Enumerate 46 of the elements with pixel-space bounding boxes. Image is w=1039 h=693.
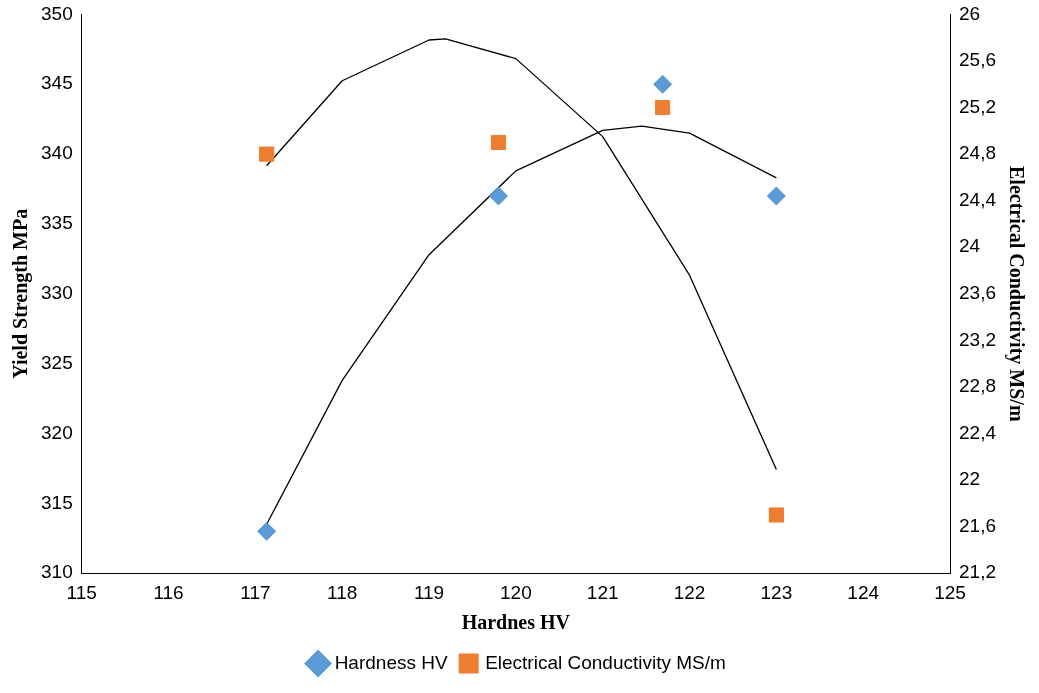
y2-tick-label: 26 [959,2,981,24]
y2-axis-title: Electrical Conductivity MS/m [1004,166,1028,422]
y2-tick-label: 23,6 [959,282,996,304]
legend-label: Hardness HV [334,651,448,673]
point [488,186,508,206]
y-axis-title: Yield Strength MPa [9,208,33,379]
x-axis-title: Hardnes HV [461,611,571,634]
y-tick-label: 335 [41,212,73,234]
point [768,507,784,523]
y2-tick-label: 24,4 [959,188,997,210]
y2-tick-label: 22 [959,468,981,490]
x-tick-label: 121 [586,581,619,603]
x-tick-label: 125 [934,581,966,603]
y-tick-label: 330 [41,282,73,304]
x-tick-label: 124 [847,581,880,603]
y-tick-label: 315 [41,491,73,513]
x-tick-label: 123 [760,581,793,603]
y-tick-label: 325 [41,351,73,373]
x-tick-label: 119 [413,581,445,603]
x-tick-label: 117 [240,581,271,603]
y2-tick-label: 22,8 [959,375,996,397]
x-tick-label: 116 [153,581,184,603]
y2-tick-label: 23,2 [959,328,996,350]
y-tick-label: 350 [41,2,73,24]
point [766,186,786,206]
y2-tick-label: 24 [959,235,981,257]
legend-label: Electrical Conductivity MS/m [485,651,726,673]
y-tick-label: 310 [41,561,73,583]
point [655,99,671,116]
point [259,146,275,162]
y2-tick-label: 21,6 [959,514,996,536]
x-tick-label: 115 [66,581,97,603]
y2-tick-label: 25,6 [959,49,996,71]
y-tick-label: 320 [41,421,73,443]
x-tick-label: 122 [673,581,706,603]
x-tick-label: 118 [327,581,358,603]
y2-tick-label: 25,2 [959,95,996,117]
y-tick-label: 340 [41,142,73,164]
point [653,74,673,94]
point [490,134,507,151]
y-tick-label: 345 [41,72,73,94]
y2-tick-label: 22,4 [959,421,997,443]
y2-tick-label: 24,8 [959,142,996,164]
point [257,521,277,541]
y2-tick-label: 21,2 [959,561,996,583]
x-tick-label: 120 [500,581,532,603]
